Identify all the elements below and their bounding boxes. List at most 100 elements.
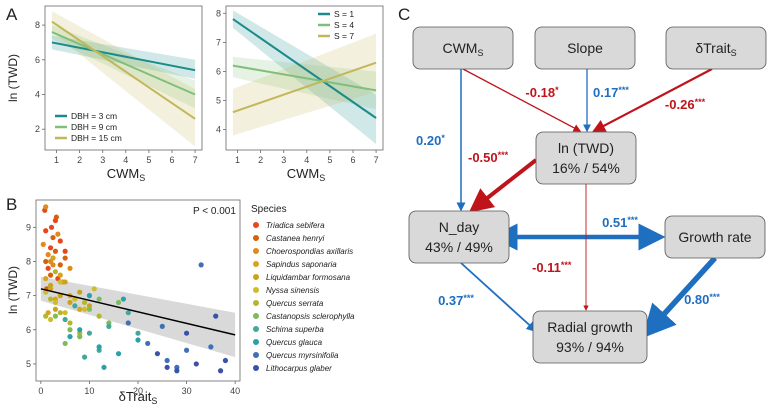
y-tick-label: 5 [216,96,221,106]
data-point [52,306,59,312]
data-point [86,293,93,299]
path-coefficient: 0.17*** [593,85,629,100]
confidence-band [232,33,377,136]
x-tick-label: 7 [374,155,379,165]
y-tick-label: 5 [26,359,31,369]
data-point [57,310,63,316]
data-point [164,364,170,370]
y-tick-label: 2 [35,124,40,134]
legend-swatch [253,365,259,371]
x-tick-label: 1 [54,155,59,165]
coefficient-value: -0.26 [665,97,695,112]
data-point [43,228,49,234]
data-point [62,310,68,316]
significance-stars: * [555,85,559,95]
data-point [91,286,97,292]
node-box-nday [408,210,510,264]
x-tick-label: 5 [327,155,332,165]
legend-label: DBH = 3 cm [71,111,117,121]
legend-species-label: Triadica sebifera [266,221,325,230]
significance-stars: *** [561,260,572,270]
node-label-main: Growth rate [678,229,751,245]
coefficient-value: 0.80 [684,292,709,307]
legend-species-label: Quercus myrsinifolia [266,351,339,360]
data-point [86,306,93,312]
data-point [125,320,131,326]
data-point [213,313,219,319]
data-point [67,299,73,306]
x-tick-label: 0 [38,386,43,396]
panel-a-right-chart: 1 2 3 4 5 6 7 4 5 6 7 8 S = 1S = 4S = 7 CWMS [216,5,384,183]
legend-species-label: Nyssa sinensis [266,286,319,295]
data-point [183,330,190,336]
path-coefficient: 0.51*** [602,215,638,230]
x-axis-label-sub: S [151,396,157,405]
node-r2-label: 16% / 54% [552,160,620,176]
data-point [174,368,180,374]
data-point [52,313,59,319]
significance-stars: *** [627,215,638,225]
path-arrow [468,158,538,213]
series-line [232,64,377,92]
data-point [67,334,73,340]
significance-stars: *** [709,292,720,302]
legend: S = 1S = 4S = 7 [318,9,354,41]
node-box-lntwd [535,131,637,185]
legend-swatch [253,248,259,254]
data-point [57,262,63,268]
legend-swatch [253,235,259,241]
y-tick-label: 4 [216,125,221,135]
data-point [67,320,73,326]
series-line [51,41,196,72]
x-tick-label: 4 [304,155,309,165]
tick-layer: 0 10 20 30 40 5 6 7 8 9 [26,222,240,396]
data-point [62,255,68,261]
path-arrow [592,68,713,133]
data-point [55,231,61,237]
node-r2-label: 93% / 94% [556,339,624,355]
data-point [52,248,59,254]
legend-species-label: Choerospondias axillaris [266,247,353,256]
data-point [77,327,83,333]
y-tick-label: 6 [216,66,221,76]
data-point [47,245,54,251]
y-tick-label: 9 [26,222,31,232]
legend-species-label: Quercus glauca [266,338,323,347]
panel-label-b: B [6,195,17,214]
data-point [125,310,131,316]
y-tick-label: 6 [26,325,31,335]
data-point [57,272,63,278]
legend-label: DBH = 15 cm [71,133,122,143]
x-tick-label: 4 [123,155,128,165]
significance-stars: * [441,133,445,143]
node-label-sub: S [477,48,483,58]
node-r2-label: 43% / 49% [425,239,493,255]
fit-line [40,288,236,336]
data-point [217,368,224,374]
data-point [45,265,51,271]
scatter-point-layer [40,204,229,374]
node-label: ln (TWD) [558,140,614,156]
coefficient-value: -0.11 [532,260,561,275]
data-point [43,204,49,210]
data-point [135,337,141,343]
p-value-annotation: P < 0.001 [193,206,236,217]
data-point [57,279,63,285]
data-point [81,354,88,360]
x-tick-label: 10 [84,386,94,396]
y-axis-label: ln (TWD) [6,266,20,314]
data-point [62,279,68,285]
data-point [115,299,122,306]
y-tick-label: 8 [26,256,31,266]
data-point [120,296,127,302]
data-point [81,306,88,312]
x-tick-label: 3 [281,155,286,165]
data-point [57,238,63,244]
legend-label: DBH = 9 cm [71,122,117,132]
significance-stars: *** [695,97,706,107]
data-point [183,347,190,353]
panel-label-a: A [6,5,18,24]
